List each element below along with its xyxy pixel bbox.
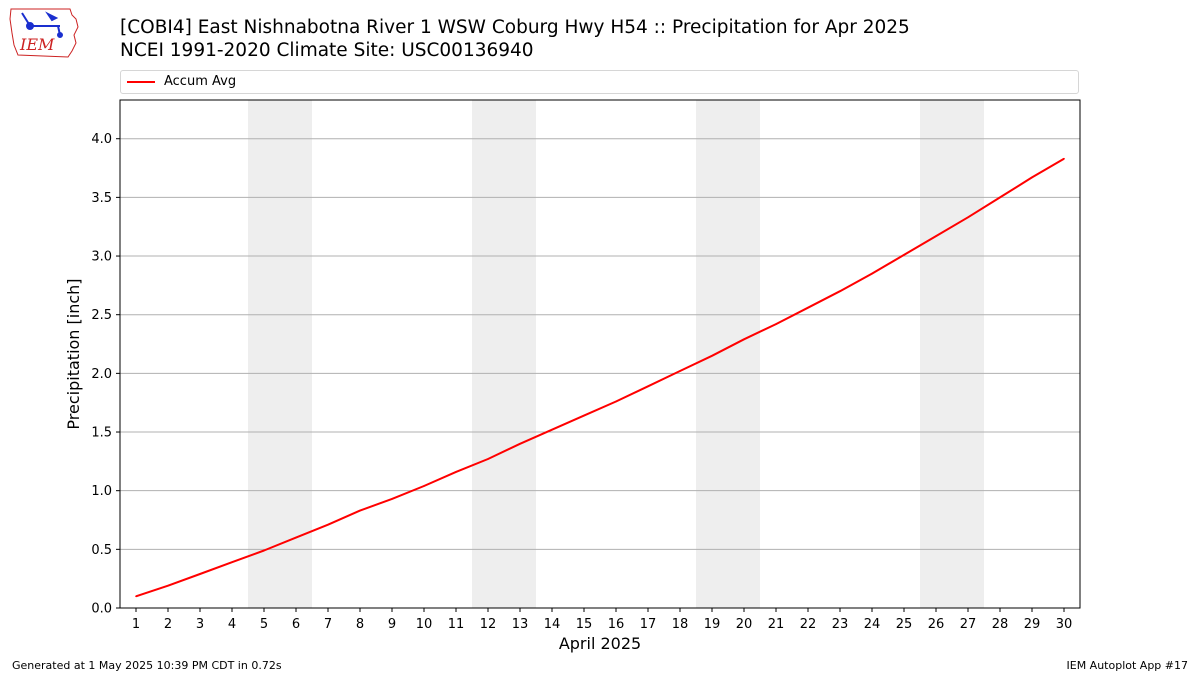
x-tick-label: 4 <box>228 617 236 632</box>
data-point-day-13 <box>519 442 521 445</box>
y-tick-label: 1.5 <box>91 426 112 441</box>
x-tick-label: 20 <box>736 617 753 632</box>
x-tick-label: 11 <box>448 617 465 632</box>
x-tick-label: 16 <box>608 617 625 632</box>
data-point-day-22 <box>807 306 809 309</box>
y-tick-label: 1.0 <box>91 484 112 499</box>
x-tick-label: 25 <box>896 617 913 632</box>
data-point-day-14 <box>551 428 553 431</box>
y-tick-label: 4.0 <box>91 132 112 147</box>
data-point-day-2 <box>167 584 169 587</box>
x-tick-label: 30 <box>1056 617 1073 632</box>
data-point-day-10 <box>423 485 425 487</box>
data-point-day-1 <box>135 595 137 598</box>
data-point-day-15 <box>583 414 585 417</box>
x-tick-label: 18 <box>672 617 689 632</box>
y-tick-label: 3.5 <box>91 191 112 206</box>
x-tick-label: 8 <box>356 617 364 632</box>
y-tick-label: 2.0 <box>91 367 112 382</box>
x-tick-label: 26 <box>928 617 945 632</box>
y-tick-label: 3.0 <box>91 250 112 265</box>
app-id: IEM Autoplot App #17 <box>1066 659 1189 672</box>
weekend-band-1 <box>248 100 312 608</box>
logo-text: IEM <box>19 35 55 54</box>
x-tick-label: 3 <box>196 617 204 632</box>
data-point-day-17 <box>647 385 649 388</box>
x-tick-label: 2 <box>164 617 172 632</box>
x-tick-label: 24 <box>864 617 881 632</box>
iem-logo: IEM <box>9 8 79 58</box>
x-tick-label: 10 <box>416 617 433 632</box>
x-tick-label: 12 <box>480 617 497 632</box>
x-tick-label: 27 <box>960 617 977 632</box>
series-line-accum-avg <box>135 157 1065 598</box>
y-tick-label: 0.5 <box>91 543 112 558</box>
data-point-day-6 <box>295 536 297 539</box>
x-tick-label: 5 <box>260 617 268 632</box>
data-point-day-23 <box>839 290 841 293</box>
x-tick-label: 19 <box>704 617 721 632</box>
x-tick-label: 17 <box>640 617 657 632</box>
iowa-outline-icon <box>9 8 79 58</box>
x-tick-label: 14 <box>544 617 561 632</box>
x-tick-label: 9 <box>388 617 396 632</box>
x-tick-label: 21 <box>768 617 785 632</box>
data-point-day-5 <box>263 549 265 552</box>
x-tick-label: 13 <box>512 617 529 632</box>
data-point-day-24 <box>871 272 873 275</box>
x-axis-label: April 2025 <box>559 634 641 653</box>
data-point-day-18 <box>679 370 681 372</box>
legend: Accum Avg <box>120 70 1079 94</box>
y-axis-label: Precipitation [inch] <box>64 278 83 429</box>
weather-station-icon <box>21 11 63 38</box>
weekend-band-3 <box>696 100 760 608</box>
data-point-day-9 <box>391 498 393 500</box>
data-point-day-26 <box>935 235 937 237</box>
data-point-day-21 <box>775 323 777 325</box>
y-tick-label: 0.0 <box>91 602 112 617</box>
data-point-day-30 <box>1063 157 1065 160</box>
data-point-day-3 <box>199 573 201 575</box>
data-point-day-28 <box>999 196 1001 199</box>
generated-timestamp: Generated at 1 May 2025 10:39 PM CDT in … <box>12 659 282 672</box>
chart-title: [COBI4] East Nishnabotna River 1 WSW Cob… <box>120 17 910 38</box>
data-point-day-29 <box>1031 176 1033 179</box>
y-tick-label: 2.5 <box>91 308 112 323</box>
x-tick-label: 29 <box>1024 617 1041 632</box>
data-point-day-12 <box>487 458 489 460</box>
plot-frame <box>119 99 1081 609</box>
data-point-day-7 <box>327 523 329 526</box>
x-tick-label: 15 <box>576 617 593 632</box>
data-point-day-25 <box>903 254 905 256</box>
data-point-day-27 <box>967 216 969 219</box>
data-point-day-19 <box>711 354 713 357</box>
data-point-day-4 <box>231 561 233 564</box>
data-point-day-16 <box>615 400 617 403</box>
legend-label: Accum Avg <box>164 74 237 89</box>
x-tick-label: 1 <box>132 617 140 632</box>
weekend-band-4 <box>920 100 984 608</box>
x-tick-label: 28 <box>992 617 1009 632</box>
data-point-day-20 <box>743 338 745 341</box>
chart-subtitle: NCEI 1991-2020 Climate Site: USC00136940 <box>120 40 534 61</box>
data-point-day-8 <box>359 509 361 512</box>
weekend-band-2 <box>472 100 536 608</box>
x-tick-label: 23 <box>832 617 849 632</box>
x-tick-label: 7 <box>324 617 332 632</box>
data-point-day-11 <box>455 471 457 473</box>
legend-line-swatch <box>127 81 155 83</box>
x-tick-label: 22 <box>800 617 817 632</box>
x-tick-label: 6 <box>292 617 300 632</box>
